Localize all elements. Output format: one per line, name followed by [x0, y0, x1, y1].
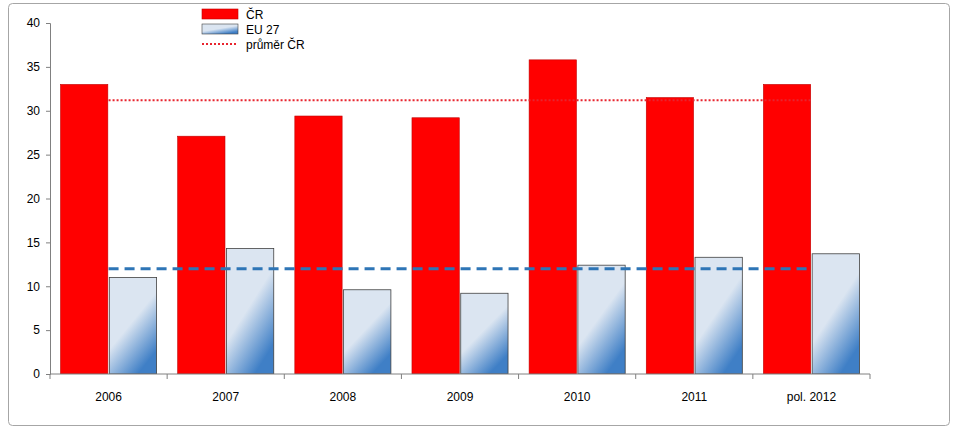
bar	[295, 116, 342, 374]
y-tick-label: 15	[27, 236, 41, 250]
bar	[763, 84, 810, 374]
y-axis-line	[46, 24, 51, 375]
x-tick-label: 2008	[330, 390, 357, 404]
y-tick: 15	[27, 236, 50, 250]
y-tick-label: 40	[27, 16, 41, 30]
legend-label: ČR	[246, 7, 264, 22]
bar	[578, 265, 625, 374]
x-axis-line	[50, 374, 870, 375]
bar	[109, 277, 156, 374]
x-tick: 2011	[681, 374, 707, 404]
y-axis: 0 5 10 15 20 25 30 35 40	[27, 16, 51, 381]
legend-swatch	[202, 9, 238, 19]
legend-item: EU 27	[202, 23, 280, 37]
legend-label: EU 27	[246, 23, 280, 37]
category-separator	[752, 374, 753, 379]
x-tick-label: 2011	[681, 390, 707, 404]
y-tick-mark	[46, 286, 50, 287]
y-tick-label: 30	[27, 104, 41, 118]
chart-frame	[9, 4, 950, 426]
bar	[61, 84, 108, 374]
legend: ČREU 27průměr ČR	[202, 7, 305, 52]
bar	[812, 254, 859, 374]
y-tick: 10	[27, 280, 50, 294]
bar	[344, 290, 391, 374]
x-tick: 2006	[95, 374, 122, 404]
y-tick: 40	[27, 16, 50, 30]
legend-item: průměr ČR	[202, 37, 305, 52]
x-tick-label: 2009	[447, 390, 474, 404]
plot-marks	[61, 60, 860, 374]
category-separator	[401, 374, 402, 379]
bar	[461, 293, 508, 374]
bar	[412, 118, 459, 374]
line	[109, 267, 812, 270]
x-axis: 2006 2007 2008 2009 2010 2011 pol. 2012	[50, 374, 870, 404]
category-separator	[870, 374, 871, 379]
chart: 0 5 10 15 20 25 30 35 40 2006 2007 2008 2009 2010 2011…	[0, 0, 959, 433]
line	[109, 99, 812, 101]
legend-swatch	[202, 24, 238, 34]
legend-item: ČR	[202, 7, 264, 22]
x-tick-label: pol. 2012	[787, 390, 837, 404]
y-tick-mark	[46, 67, 50, 68]
category-separator	[635, 374, 636, 379]
x-tick: 2007	[212, 374, 239, 404]
category-separator	[518, 374, 519, 379]
x-tick: 2009	[447, 374, 474, 404]
y-tick-label: 25	[27, 148, 41, 162]
bar	[646, 98, 693, 374]
category-separator	[284, 374, 285, 379]
bar-series	[109, 249, 859, 374]
y-tick-label: 5	[33, 323, 40, 337]
y-tick-label: 35	[27, 60, 41, 74]
x-tick-label: 2006	[95, 390, 122, 404]
category-separator	[167, 374, 168, 379]
y-tick-mark	[46, 199, 50, 200]
y-tick: 35	[27, 60, 50, 74]
y-tick-mark	[46, 242, 50, 243]
y-tick-mark	[46, 23, 50, 24]
bar-series	[61, 60, 811, 374]
y-tick-label: 20	[27, 192, 41, 206]
y-tick-mark	[46, 330, 50, 331]
y-tick-mark	[46, 374, 50, 375]
y-tick-label: 10	[27, 280, 41, 294]
y-tick-mark	[46, 111, 50, 112]
y-tick: 20	[27, 192, 50, 206]
x-tick: 2008	[330, 374, 357, 404]
x-tick: 2010	[564, 374, 591, 404]
y-tick: 5	[33, 323, 50, 337]
y-tick: 0	[33, 367, 50, 381]
x-tick-label: 2010	[564, 390, 591, 404]
y-tick-label: 0	[33, 367, 40, 381]
y-tick-mark	[46, 155, 50, 156]
bar	[178, 136, 225, 374]
legend-label: průměr ČR	[246, 37, 305, 52]
bar	[226, 249, 273, 374]
x-tick-label: 2007	[212, 390, 239, 404]
category-separator	[50, 374, 51, 379]
x-tick: pol. 2012	[787, 374, 837, 404]
legend-swatch	[202, 43, 238, 45]
bar	[529, 60, 576, 374]
y-tick: 25	[27, 148, 50, 162]
y-tick: 30	[27, 104, 50, 118]
bar	[695, 257, 742, 374]
